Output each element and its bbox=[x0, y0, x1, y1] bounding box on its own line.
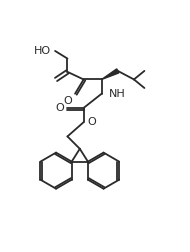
Text: O: O bbox=[56, 103, 65, 113]
Text: HO: HO bbox=[34, 46, 51, 56]
Text: NH: NH bbox=[109, 89, 126, 99]
Polygon shape bbox=[102, 69, 119, 79]
Text: O: O bbox=[63, 96, 72, 106]
Text: O: O bbox=[87, 117, 96, 127]
